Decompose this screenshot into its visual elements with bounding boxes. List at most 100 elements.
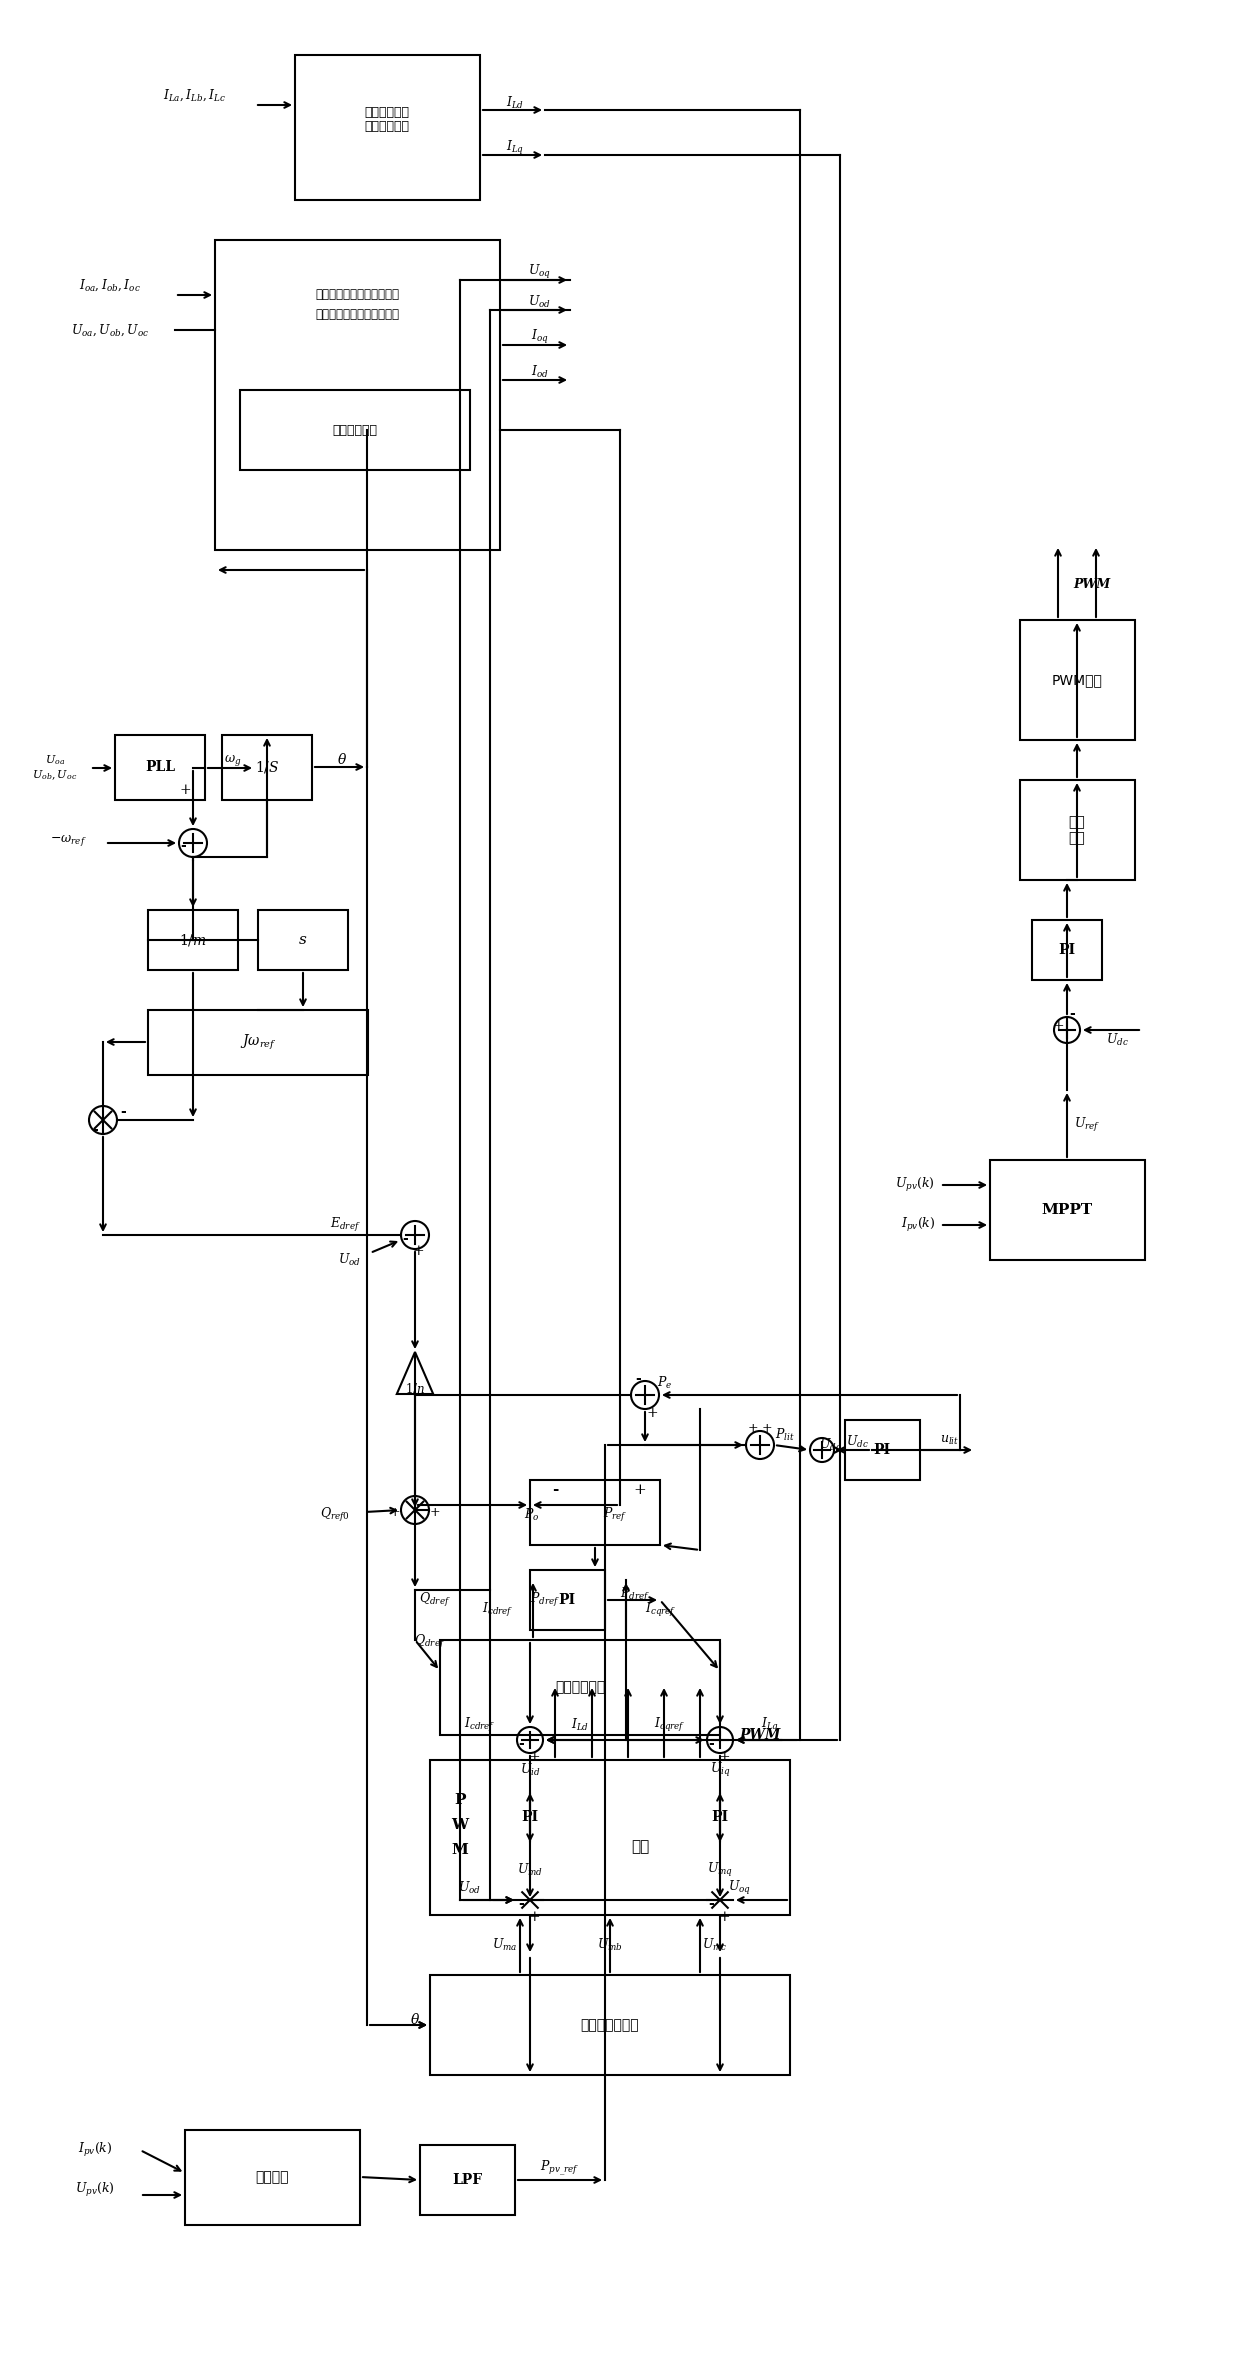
Bar <box>1032 921 1102 980</box>
Text: $-\omega_{ref}$: $-\omega_{ref}$ <box>50 833 87 847</box>
Text: 电流计算方法: 电流计算方法 <box>554 1681 605 1695</box>
Text: -: - <box>402 1231 408 1245</box>
Text: +: + <box>646 1406 657 1420</box>
Text: LPF: LPF <box>451 2173 482 2187</box>
Text: $U_{ma}$: $U_{ma}$ <box>492 1936 518 1953</box>
Text: $U_{pv}(k)$: $U_{pv}(k)$ <box>76 2180 115 2199</box>
Text: $U_{md}$: $U_{md}$ <box>517 1863 543 1877</box>
Text: $\theta$: $\theta$ <box>337 750 347 767</box>
Text: 电流: 电流 <box>1069 814 1085 828</box>
Text: PWM: PWM <box>1074 578 1111 592</box>
Bar <box>258 909 348 970</box>
Bar <box>430 1974 790 2076</box>
Text: $Q_{dref}$: $Q_{dref}$ <box>414 1633 446 1652</box>
Bar <box>148 909 238 970</box>
Text: PI: PI <box>1059 942 1075 956</box>
Text: +: + <box>718 1749 730 1763</box>
Text: 输出相电压坐标变换方程和: 输出相电压坐标变换方程和 <box>315 289 399 301</box>
Text: $1/m$: $1/m$ <box>179 933 207 949</box>
Text: $Q_{dref}$: $Q_{dref}$ <box>419 1591 451 1610</box>
Bar <box>990 1160 1145 1259</box>
Text: $U_{dc}$: $U_{dc}$ <box>846 1434 868 1451</box>
Bar <box>684 1789 755 1844</box>
Bar <box>115 736 205 800</box>
Text: $I_{od}$: $I_{od}$ <box>531 365 549 381</box>
Bar <box>1021 620 1135 741</box>
Bar <box>420 2145 515 2216</box>
Bar <box>844 1420 920 1479</box>
Text: 调制: 调制 <box>631 1839 649 1853</box>
Text: $I_{cdref}$: $I_{cdref}$ <box>482 1600 513 1619</box>
Text: $U_{mc}$: $U_{mc}$ <box>702 1936 728 1953</box>
Bar <box>148 1011 368 1075</box>
Text: +: + <box>430 1505 440 1520</box>
Text: +: + <box>1053 1020 1064 1032</box>
Text: $I_{oq}$: $I_{oq}$ <box>531 329 549 346</box>
Text: +: + <box>180 783 191 798</box>
Text: $I_{oa},I_{ob},I_{oc}$: $I_{oa},I_{ob},I_{oc}$ <box>79 277 141 294</box>
Text: $1/n$: $1/n$ <box>405 1380 425 1397</box>
Text: $P_{lit}$: $P_{lit}$ <box>775 1427 795 1444</box>
Text: $P_{dref}$: $P_{dref}$ <box>620 1586 650 1605</box>
Text: 功率计算: 功率计算 <box>255 2171 289 2185</box>
Text: -: - <box>708 1737 714 1752</box>
Text: $P_e$: $P_e$ <box>657 1375 672 1392</box>
Text: $\theta$: $\theta$ <box>410 2012 420 2029</box>
Text: -: - <box>518 1896 523 1910</box>
Text: M: M <box>451 1844 469 1858</box>
Text: $U_{mq}$: $U_{mq}$ <box>707 1860 733 1879</box>
Text: $E_{dref}$: $E_{dref}$ <box>330 1217 361 1233</box>
Text: $U_{oa},U_{ob},U_{oc}$: $U_{oa},U_{ob},U_{oc}$ <box>71 322 149 338</box>
Text: $P_o$: $P_o$ <box>525 1508 539 1522</box>
Bar <box>185 2130 360 2225</box>
Text: $U_{mb}$: $U_{mb}$ <box>598 1936 622 1953</box>
Text: $U_{oq}$: $U_{oq}$ <box>528 263 552 282</box>
Text: 网侧电感电流: 网侧电感电流 <box>365 107 409 118</box>
Text: $I_{cqref}$: $I_{cqref}$ <box>645 1600 677 1619</box>
Text: PI: PI <box>873 1444 890 1458</box>
Bar <box>241 391 470 471</box>
Text: +: + <box>718 1910 730 1924</box>
Text: +: + <box>412 1245 424 1257</box>
Text: $U_{od}$: $U_{od}$ <box>339 1252 362 1269</box>
Bar <box>430 1761 790 1915</box>
Text: $U_{dc}$: $U_{dc}$ <box>1106 1032 1128 1049</box>
Text: -: - <box>552 1484 558 1496</box>
Text: $U_{oa}$: $U_{oa}$ <box>45 753 64 767</box>
Text: -: - <box>120 1105 126 1120</box>
Text: $\omega_g$: $\omega_g$ <box>224 753 242 767</box>
Text: +: + <box>748 1423 759 1434</box>
Bar <box>215 239 500 549</box>
Text: $U_{iq}$: $U_{iq}$ <box>709 1761 730 1780</box>
Text: -: - <box>92 1122 98 1136</box>
Text: W: W <box>451 1818 469 1832</box>
Bar <box>529 1569 605 1631</box>
Text: $U_{dc}$: $U_{dc}$ <box>818 1437 842 1453</box>
Text: $u_{lit}$: $u_{lit}$ <box>940 1434 960 1446</box>
Text: +: + <box>634 1484 646 1496</box>
Text: 内环: 内环 <box>1069 831 1085 845</box>
Text: PWM调制: PWM调制 <box>1052 672 1102 686</box>
Text: $U_{ob},U_{oc}$: $U_{ob},U_{oc}$ <box>32 769 78 781</box>
Bar <box>440 1640 720 1735</box>
Text: $Q_{ref0}$: $Q_{ref0}$ <box>320 1505 350 1524</box>
Text: -: - <box>635 1373 641 1387</box>
Bar <box>222 736 312 800</box>
Text: 坐标反变换方程: 坐标反变换方程 <box>580 2019 640 2031</box>
Bar <box>495 1789 565 1844</box>
Text: $I_{Lq}$: $I_{Lq}$ <box>761 1716 779 1735</box>
Text: +: + <box>528 1749 539 1763</box>
Text: 坐标变换方程: 坐标变换方程 <box>365 121 409 133</box>
Text: 桥臂电感电流坐标变换方程: 桥臂电感电流坐标变换方程 <box>315 308 399 322</box>
Text: $U_{ref}$: $U_{ref}$ <box>1074 1115 1100 1134</box>
Text: PI: PI <box>558 1593 575 1607</box>
Text: $I_{Ld}$: $I_{Ld}$ <box>570 1716 589 1733</box>
Text: $U_{pv}(k)$: $U_{pv}(k)$ <box>895 1176 935 1193</box>
Text: +: + <box>761 1423 773 1434</box>
Text: MPPT: MPPT <box>1042 1202 1092 1217</box>
Text: $I_{pv}(k)$: $I_{pv}(k)$ <box>78 2142 112 2159</box>
Text: 功率计算方程: 功率计算方程 <box>332 424 377 436</box>
Text: $I_{La},I_{Lb},I_{Lc}$: $I_{La},I_{Lb},I_{Lc}$ <box>164 88 227 102</box>
Bar <box>529 1479 660 1546</box>
Text: $P_{ref}$: $P_{ref}$ <box>603 1505 627 1524</box>
